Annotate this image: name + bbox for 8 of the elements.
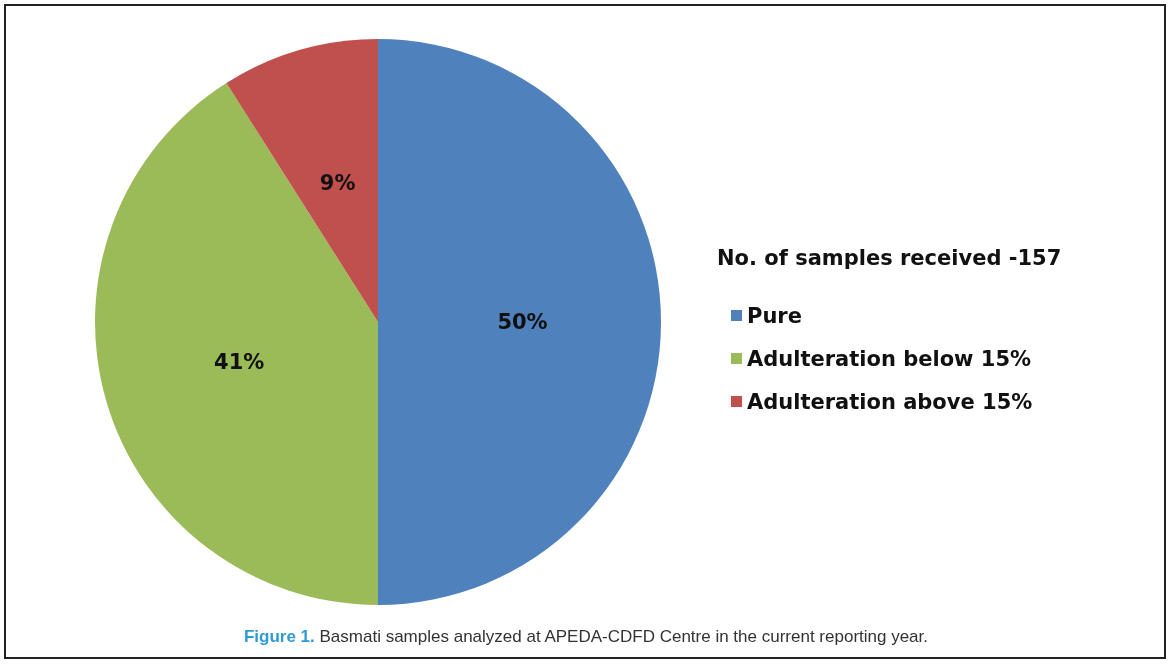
data-label: 9% (319, 171, 356, 196)
legend-label: Pure (747, 303, 802, 328)
legend-label: Adulteration below 15% (747, 346, 1032, 371)
data-label: 41% (214, 350, 265, 375)
legend-label: Adulteration above 15% (747, 389, 1033, 414)
legend-title: No. of samples received -157 (717, 245, 1062, 270)
caption: Figure 1. Basmati samples analyzed at APEDA-CDFD Centre in the current reporting year. (242, 627, 930, 647)
data-label: 50% (497, 310, 548, 334)
